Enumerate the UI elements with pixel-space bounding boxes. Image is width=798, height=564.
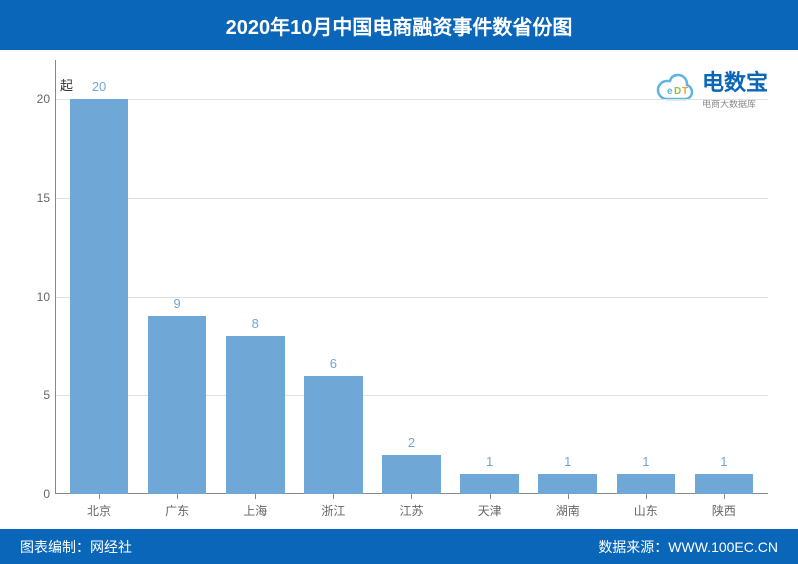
x-tick-label: 山东 bbox=[634, 502, 658, 519]
x-tick bbox=[568, 494, 569, 499]
bar-value-label: 1 bbox=[564, 454, 571, 469]
x-tick-label: 陕西 bbox=[712, 502, 736, 519]
bar-group: 1湖南 bbox=[529, 60, 607, 494]
bar-value-label: 2 bbox=[408, 435, 415, 450]
x-tick bbox=[724, 494, 725, 499]
bar: 9 bbox=[148, 316, 207, 494]
bar-group: 8上海 bbox=[216, 60, 294, 494]
footer-bar: 图表编制：网经社 数据来源：WWW.100EC.CN bbox=[0, 529, 798, 564]
x-tick bbox=[490, 494, 491, 499]
bar-value-label: 1 bbox=[642, 454, 649, 469]
y-tick-label: 20 bbox=[25, 92, 50, 106]
bar-value-label: 8 bbox=[252, 316, 259, 331]
x-tick bbox=[333, 494, 334, 499]
bar-value-label: 9 bbox=[174, 296, 181, 311]
x-tick bbox=[99, 494, 100, 499]
bar: 1 bbox=[538, 474, 597, 494]
bar-group: 1天津 bbox=[451, 60, 529, 494]
x-tick bbox=[255, 494, 256, 499]
bar: 1 bbox=[617, 474, 676, 494]
y-tick-label: 0 bbox=[25, 487, 50, 501]
bar: 1 bbox=[695, 474, 754, 494]
bars-container: 20北京9广东8上海6浙江2江苏1天津1湖南1山东1陕西 bbox=[55, 60, 768, 494]
chart-plot-area: 05101520 20北京9广东8上海6浙江2江苏1天津1湖南1山东1陕西 bbox=[55, 60, 768, 494]
bar-group: 20北京 bbox=[60, 60, 138, 494]
bar-value-label: 6 bbox=[330, 356, 337, 371]
x-tick bbox=[177, 494, 178, 499]
bar: 20 bbox=[70, 99, 129, 494]
y-tick-label: 10 bbox=[25, 290, 50, 304]
bar-value-label: 20 bbox=[92, 79, 106, 94]
y-tick-label: 15 bbox=[25, 191, 50, 205]
x-tick-label: 浙江 bbox=[321, 502, 345, 519]
title-bar: 2020年10月中国电商融资事件数省份图 bbox=[0, 0, 798, 50]
x-tick-label: 湖南 bbox=[556, 502, 580, 519]
chart-title: 2020年10月中国电商融资事件数省份图 bbox=[226, 11, 573, 40]
x-tick-label: 江苏 bbox=[399, 502, 423, 519]
bar-group: 6浙江 bbox=[294, 60, 372, 494]
x-tick-label: 北京 bbox=[87, 502, 111, 519]
bar: 8 bbox=[226, 336, 285, 494]
x-tick bbox=[411, 494, 412, 499]
bar-group: 1山东 bbox=[607, 60, 685, 494]
bar-value-label: 1 bbox=[486, 454, 493, 469]
bar-group: 1陕西 bbox=[685, 60, 763, 494]
y-tick-label: 5 bbox=[25, 388, 50, 402]
x-tick bbox=[646, 494, 647, 499]
footer-right-text: 数据来源：WWW.100EC.CN bbox=[598, 537, 778, 557]
bar-value-label: 1 bbox=[720, 454, 727, 469]
bar-group: 2江苏 bbox=[372, 60, 450, 494]
chart-container: 2020年10月中国电商融资事件数省份图 起 e D T 电数宝 电商大数据库 … bbox=[0, 0, 798, 564]
x-tick-label: 广东 bbox=[165, 502, 189, 519]
bar: 6 bbox=[304, 376, 363, 494]
x-tick-label: 上海 bbox=[243, 502, 267, 519]
footer-left-text: 图表编制：网经社 bbox=[20, 537, 132, 557]
bar: 2 bbox=[382, 455, 441, 494]
bar: 1 bbox=[460, 474, 519, 494]
x-tick-label: 天津 bbox=[478, 502, 502, 519]
bar-group: 9广东 bbox=[138, 60, 216, 494]
